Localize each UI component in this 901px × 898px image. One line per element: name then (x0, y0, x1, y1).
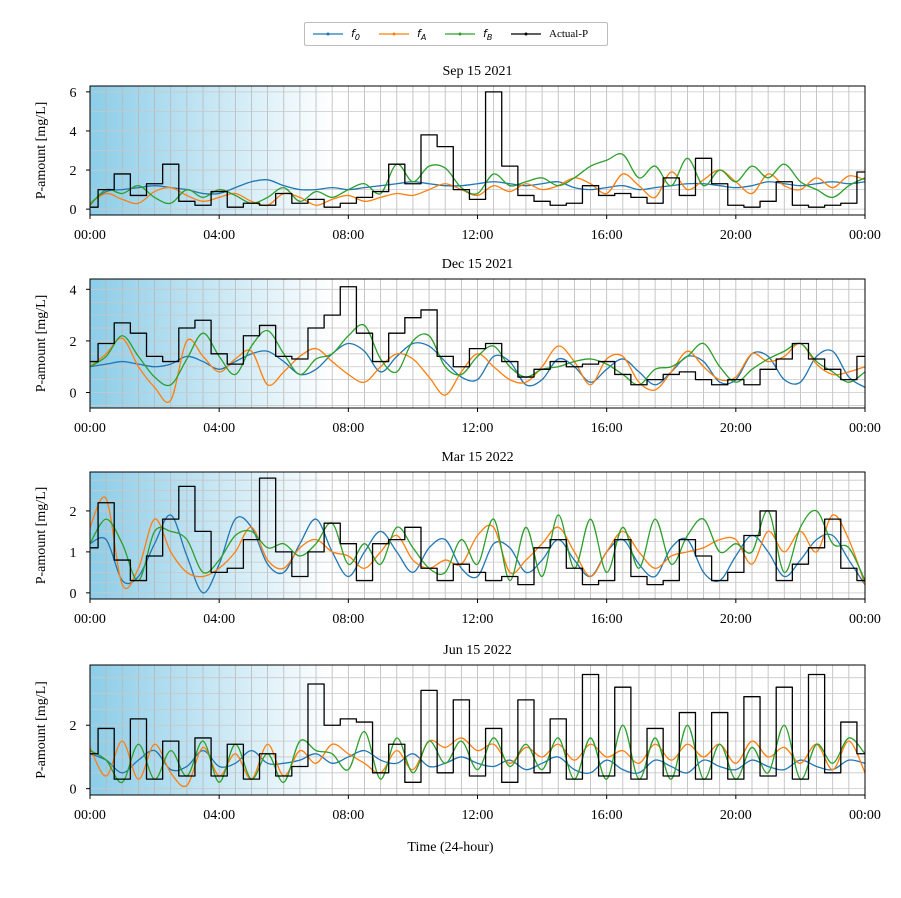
x-tick-label: 00:00 (74, 421, 106, 436)
y-tick-label: 2 (70, 505, 77, 520)
legend-label-fB: fB (483, 27, 493, 43)
series-line-fb (89, 509, 866, 582)
x-tick-label: 00:00 (849, 228, 881, 243)
x-tick-label: 20:00 (720, 612, 752, 627)
panel-2: Dec 15 2021 0 2 4 00:00 04:00 08:00 12:00 16:00 2… (34, 257, 881, 436)
x-tick-label: 08:00 (332, 228, 364, 243)
panel-title: Dec 15 2021 (442, 257, 514, 272)
x-tick-label: 20:00 (720, 228, 752, 243)
y-tick-label: 4 (70, 283, 77, 298)
x-tick-label: 16:00 (591, 228, 623, 243)
legend-label-f0: f0 (351, 27, 360, 43)
x-tick-label: 00:00 (849, 808, 881, 823)
x-tick-label: 00:00 (849, 421, 881, 436)
series-line-fb (89, 323, 866, 387)
x-tick-label: 20:00 (720, 808, 752, 823)
x-tick-label: 12:00 (462, 808, 494, 823)
y-tick-label: 2 (70, 164, 77, 179)
legend: f0 fA fB Actual-P (304, 22, 608, 46)
y-axis-label: P-amount [mg/L] (34, 487, 49, 585)
legend-label-actual-p: Actual-P (549, 28, 589, 40)
panel-title: Mar 15 2022 (441, 450, 513, 465)
x-tick-label: 00:00 (849, 612, 881, 627)
x-axis-label: Time (24-hour) (407, 840, 494, 855)
x-tick-label: 16:00 (591, 808, 623, 823)
panel-4: Jun 15 2022 0 2 00:00 04:00 08:00 12:00 16:00 20… (34, 643, 881, 823)
x-tick-label: 08:00 (332, 808, 364, 823)
panel-1: Sep 15 2021 0 2 4 6 00:00 04:00 08:00 12:00 16:00… (34, 64, 881, 243)
x-tick-label: 00:00 (74, 612, 106, 627)
x-tick-label: 16:00 (591, 612, 623, 627)
series-line-actual-p (90, 673, 865, 783)
x-tick-label: 04:00 (203, 228, 235, 243)
series-line-fb (89, 153, 866, 206)
series-line-fa (89, 496, 866, 590)
y-tick-label: 2 (70, 335, 77, 350)
panel-title: Jun 15 2022 (443, 643, 511, 658)
legend-label-fA: fA (417, 27, 427, 43)
x-tick-label: 12:00 (462, 228, 494, 243)
panel-3: Mar 15 2022 0 1 2 00:00 04:00 08:00 12:00 16:00 2… (34, 450, 881, 627)
series-line-f0 (89, 514, 866, 594)
x-tick-label: 04:00 (203, 612, 235, 627)
y-tick-label: 4 (70, 125, 77, 140)
series-line-f0 (89, 179, 866, 204)
x-tick-label: 12:00 (462, 421, 494, 436)
y-axis-label: P-amount [mg/L] (34, 295, 49, 393)
x-tick-label: 16:00 (591, 421, 623, 436)
y-tick-label: 0 (70, 587, 77, 602)
x-tick-label: 00:00 (74, 228, 106, 243)
series-line-fa (89, 337, 866, 403)
x-tick-label: 04:00 (203, 421, 235, 436)
x-tick-label: 08:00 (332, 421, 364, 436)
x-tick-label: 04:00 (203, 808, 235, 823)
y-tick-label: 0 (70, 783, 77, 798)
y-tick-label: 0 (70, 387, 77, 402)
y-tick-label: 2 (70, 719, 77, 734)
series-line-actual-p (90, 286, 865, 386)
x-tick-label: 12:00 (462, 612, 494, 627)
y-axis-label: P-amount [mg/L] (34, 102, 49, 200)
x-tick-label: 00:00 (74, 808, 106, 823)
y-tick-label: 6 (70, 86, 77, 101)
x-tick-label: 20:00 (720, 421, 752, 436)
series-line-f0 (89, 749, 866, 774)
series-line-actual-p (90, 477, 865, 586)
y-tick-label: 1 (70, 546, 77, 561)
y-tick-label: 0 (70, 203, 77, 218)
x-tick-label: 08:00 (332, 612, 364, 627)
y-axis-label: P-amount [mg/L] (34, 681, 49, 779)
panel-title: Sep 15 2021 (443, 64, 513, 79)
series-line-actual-p (90, 91, 865, 208)
